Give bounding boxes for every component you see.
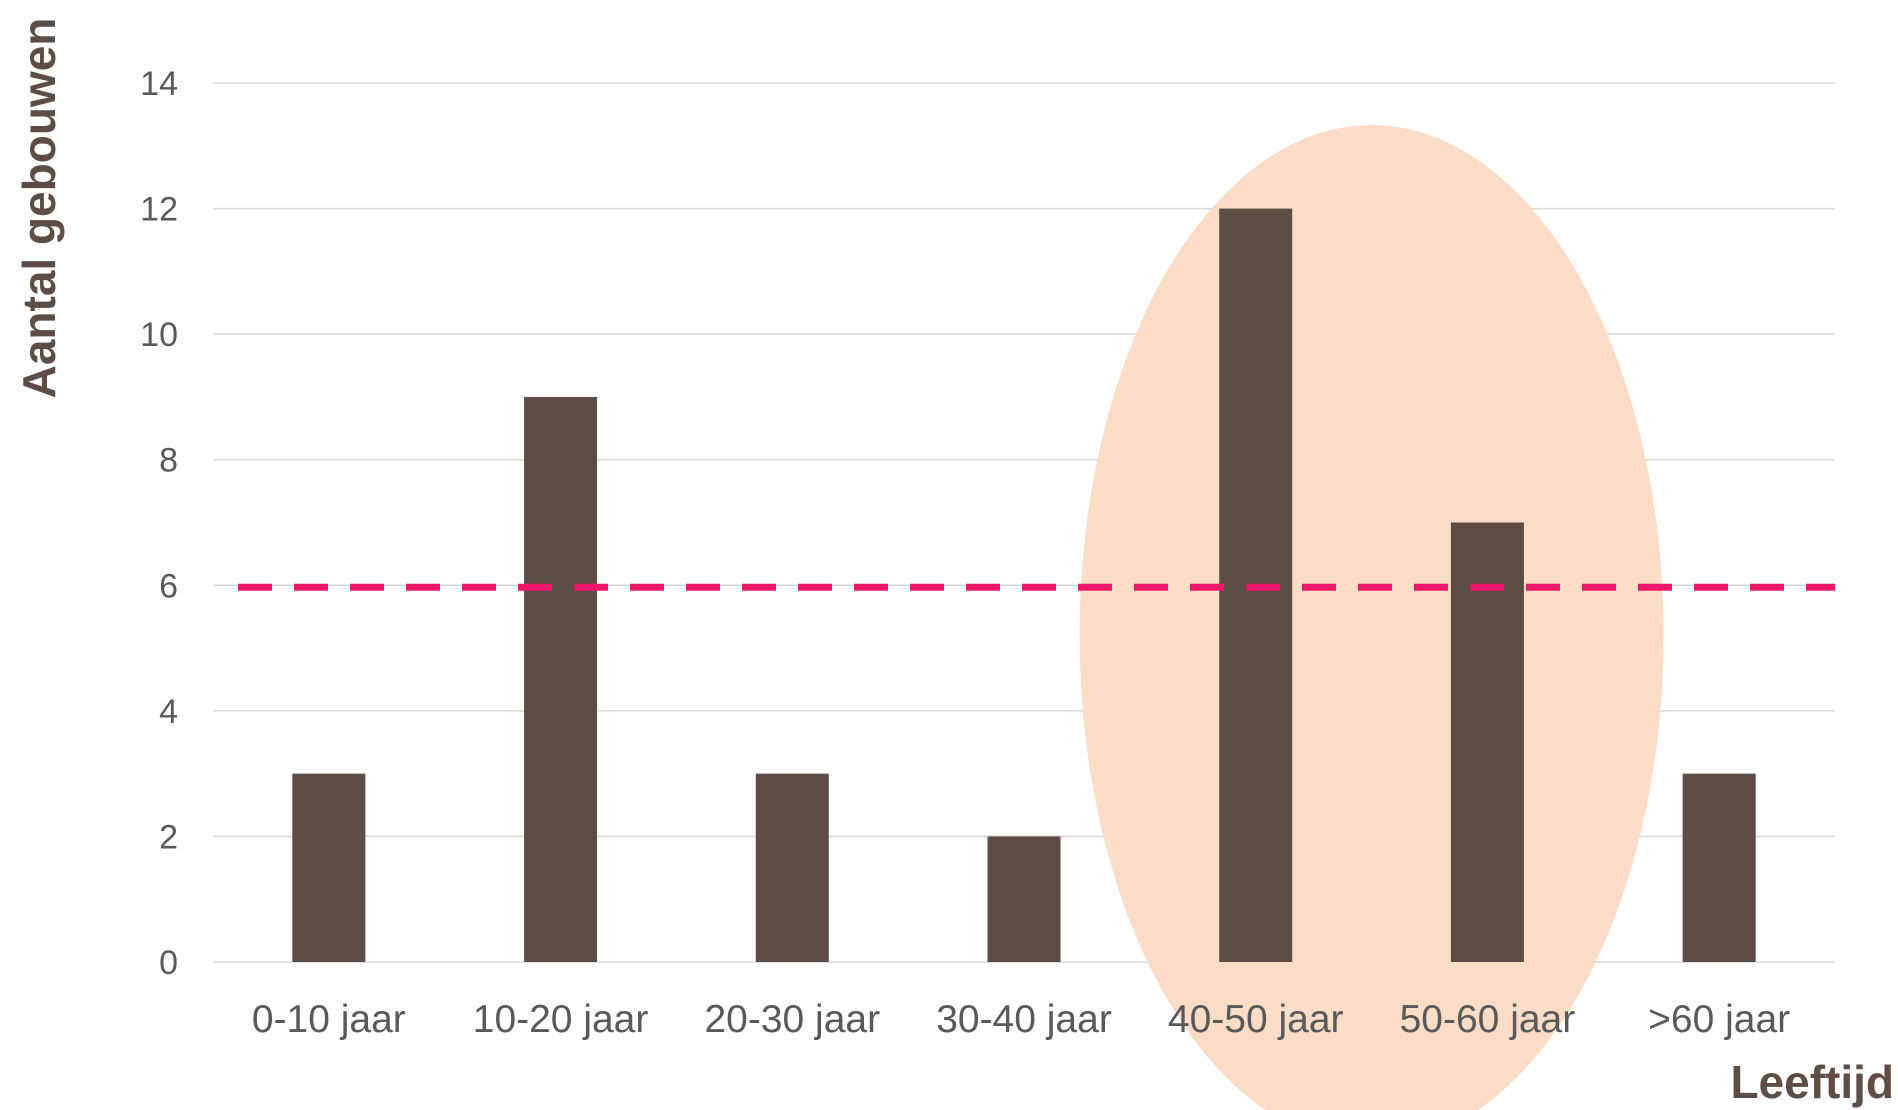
x-category-label: 20-30 jaar xyxy=(704,998,880,1041)
y-tick-label: 2 xyxy=(159,818,178,856)
bars xyxy=(292,208,1756,963)
y-tick-label: 0 xyxy=(159,944,178,982)
x-axis-title: Leeftijd xyxy=(1730,1056,1894,1108)
x-category-label: 50-60 jaar xyxy=(1400,998,1576,1041)
x-category-label: 30-40 jaar xyxy=(936,998,1112,1041)
bar xyxy=(292,773,366,962)
y-tick-label: 14 xyxy=(140,65,178,103)
y-tick-label: 12 xyxy=(140,191,178,229)
x-category-label: >60 jaar xyxy=(1648,998,1790,1041)
x-category-labels: 0-10 jaar 10-20 jaar 20-30 jaar 30-40 jaar 4… xyxy=(252,998,1790,1041)
y-tick-label: 10 xyxy=(140,316,178,354)
bar xyxy=(987,836,1061,962)
bar xyxy=(1450,522,1524,962)
x-category-label: 10-20 jaar xyxy=(473,998,649,1041)
y-tick-label: 4 xyxy=(159,693,178,731)
y-tick-label: 8 xyxy=(159,442,178,480)
x-category-label: 0-10 jaar xyxy=(252,998,406,1041)
y-tick-label: 6 xyxy=(159,567,178,605)
x-category-label: 40-50 jaar xyxy=(1168,998,1344,1041)
bar xyxy=(755,773,829,962)
bar xyxy=(1682,773,1756,962)
y-axis-title: Aantal gebouwen xyxy=(13,18,65,399)
y-tick-labels: 0 2 4 6 8 10 12 14 xyxy=(140,65,178,982)
highlight-ellipse xyxy=(1079,125,1664,1110)
bar xyxy=(524,396,598,962)
